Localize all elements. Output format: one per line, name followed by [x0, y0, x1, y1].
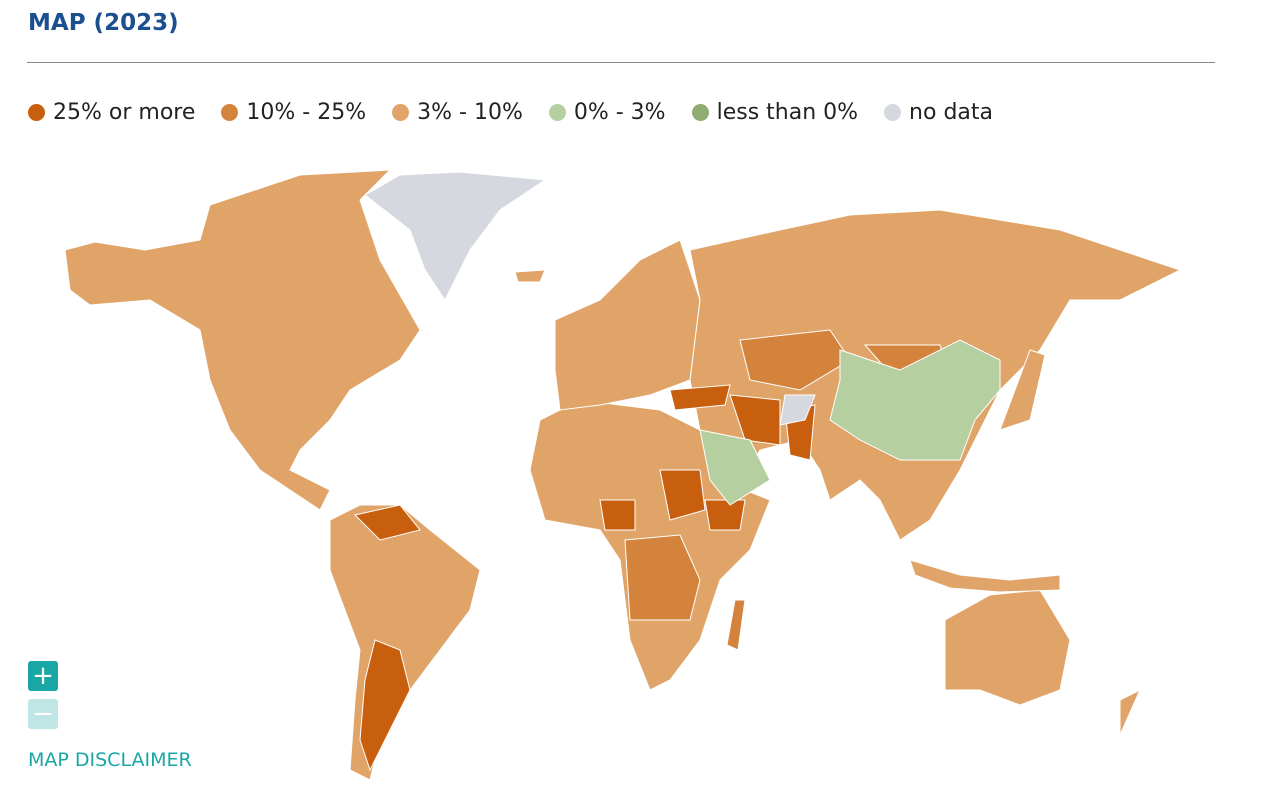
legend-label: less than 0%: [716, 100, 859, 125]
map-disclaimer-link[interactable]: MAP DISCLAIMER: [28, 749, 192, 771]
europe: [554, 239, 701, 411]
indonesia: [909, 559, 1061, 593]
iceland: [514, 269, 546, 283]
legend-item: less than 0%: [691, 100, 859, 125]
sudan: [659, 469, 706, 521]
south-america: [329, 504, 481, 781]
argentina: [359, 639, 411, 772]
legend-item: 0% - 3%: [548, 100, 666, 125]
venezuela: [354, 504, 421, 541]
zoom-in-button[interactable]: +: [28, 661, 58, 691]
legend-item: 10% - 25%: [221, 100, 366, 125]
legend-label: no data: [909, 100, 993, 125]
legend-label: 3% - 10%: [417, 100, 523, 125]
north-america: [64, 169, 421, 511]
legend-label: 10% - 25%: [246, 100, 367, 125]
australia: [944, 589, 1071, 706]
china: [829, 339, 1001, 461]
central-africa: [624, 534, 701, 621]
madagascar: [726, 599, 746, 651]
zoom-out-button[interactable]: −: [28, 699, 58, 729]
legend-swatch: [691, 104, 709, 121]
saudi-arabia: [699, 429, 771, 506]
legend-swatch: [548, 104, 566, 121]
legend-item: 25% or more: [28, 100, 195, 125]
kazakhstan: [739, 329, 851, 391]
legend-swatch: [28, 104, 45, 121]
legend-swatch: [884, 104, 902, 121]
legend-swatch: [392, 104, 410, 121]
new-zealand: [1119, 688, 1142, 736]
iran: [729, 394, 781, 446]
nigeria: [599, 499, 636, 531]
legend-swatch: [221, 104, 239, 121]
ethiopia: [704, 499, 746, 531]
greenland: [364, 171, 547, 301]
turkey: [669, 384, 731, 411]
legend-item: 3% - 10%: [392, 100, 523, 125]
legend-label: 0% - 3%: [573, 100, 666, 125]
afghanistan: [779, 394, 816, 426]
legend-label: 25% or more: [53, 100, 196, 125]
divider: [27, 62, 1215, 63]
legend-item: no data: [884, 100, 993, 125]
japan: [999, 349, 1046, 431]
map-title: MAP (2023): [28, 10, 179, 36]
legend: 25% or more 10% - 25% 3% - 10% 0% - 3% less …: [28, 100, 993, 125]
